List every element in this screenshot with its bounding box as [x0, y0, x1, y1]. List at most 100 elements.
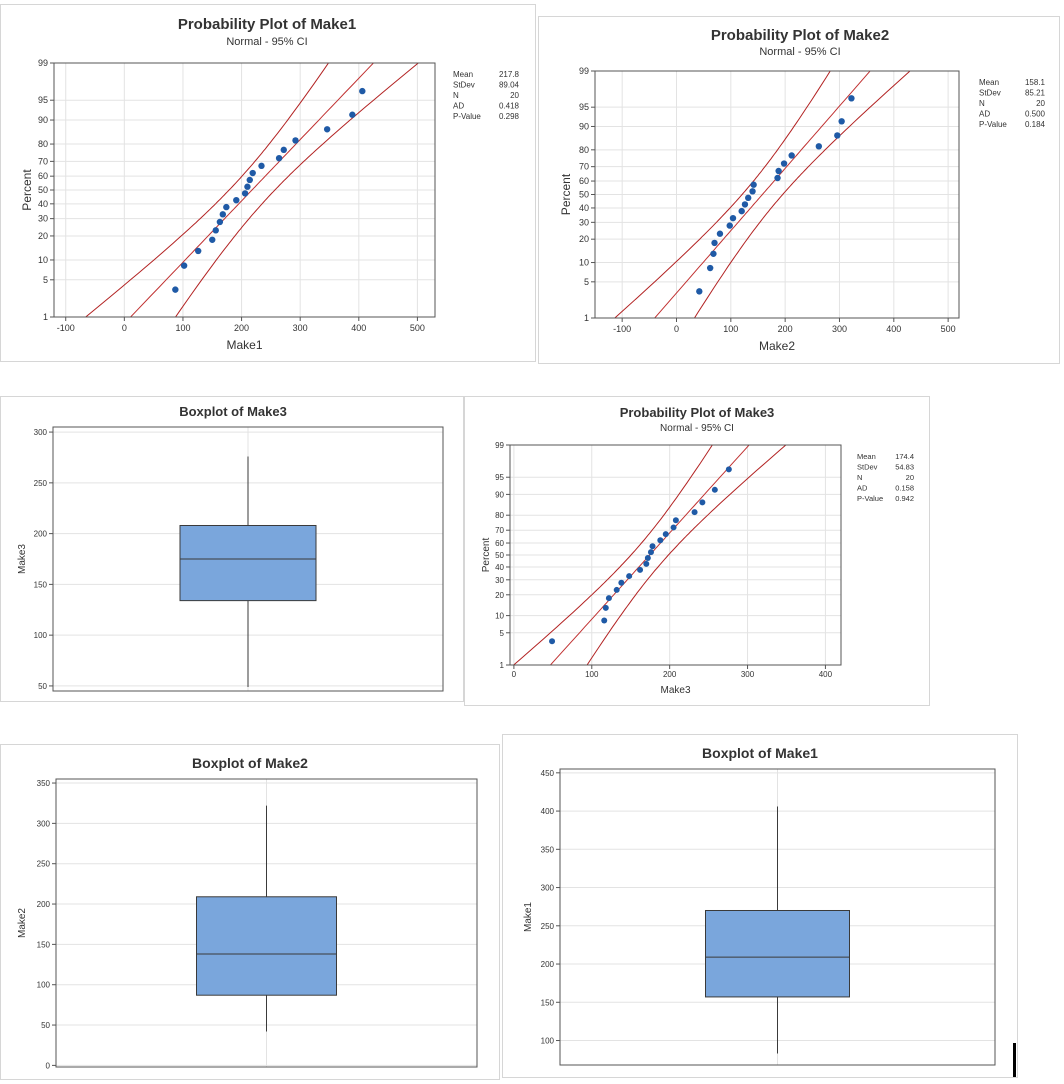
data-point	[775, 167, 782, 175]
x-tick-label: -100	[613, 324, 631, 334]
y-tick-label: 50	[38, 682, 47, 691]
y-tick-label: 1	[500, 661, 505, 670]
y-tick-label: 40	[38, 199, 48, 209]
y-tick-label: 450	[541, 769, 555, 778]
ci-lower-line	[512, 445, 713, 665]
data-point	[647, 549, 654, 556]
x-tick-label: 300	[293, 323, 308, 333]
stats-label: N	[979, 99, 985, 108]
y-axis-label: Make2	[17, 908, 28, 938]
data-point	[549, 638, 556, 645]
prob-plot-make3: Probability Plot of Make3 Normal - 95% CI…	[481, 405, 914, 696]
data-point	[726, 222, 733, 229]
plot-frame	[55, 778, 478, 1068]
data-point	[729, 214, 737, 222]
boxplot-make2-panel: Boxplot of Make2 0 50 100 150 200 250 300 350 Mak…	[0, 744, 500, 1080]
data-point	[644, 554, 651, 561]
stats-value: 174.4	[895, 452, 914, 461]
x-tick-label: 300	[741, 670, 755, 679]
fit-line	[129, 63, 375, 317]
data-point	[359, 87, 366, 95]
y-tick-label: 250	[37, 860, 51, 869]
data-point	[180, 262, 188, 269]
x-tick-label: 500	[941, 324, 956, 334]
plot-frame	[52, 426, 444, 692]
data-point	[244, 183, 251, 190]
data-point	[749, 188, 756, 195]
boxplot-make1: Boxplot of Make1 100 150 200 250 300 350 400 450…	[523, 745, 996, 1066]
fit-line	[654, 71, 871, 318]
data-point	[716, 230, 724, 237]
y-tick-label: 350	[37, 779, 51, 788]
data-point	[696, 288, 703, 295]
stats-value: 0.184	[1025, 120, 1046, 129]
x-tick-label: 400	[351, 323, 366, 333]
chart-title: Boxplot of Make3	[179, 404, 287, 419]
data-point	[691, 509, 698, 516]
data-point	[613, 586, 620, 593]
stats-label: P-Value	[453, 112, 481, 121]
stats-value: 20	[510, 91, 519, 100]
stats-label: Mean	[857, 452, 876, 461]
y-tick-label: 1	[43, 312, 48, 322]
data-point	[834, 132, 841, 139]
prob-plot-make1: Probability Plot of Make1 Normal - 95% CI…	[20, 16, 520, 352]
y-tick-label: 100	[37, 981, 51, 990]
y-axis-label: Percent	[20, 169, 34, 211]
y-tick-label: 99	[495, 441, 504, 450]
y-tick-label: 20	[495, 591, 504, 600]
stats-label: AD	[453, 102, 464, 111]
chart-title: Probability Plot of Make1	[178, 16, 356, 33]
data-point	[601, 617, 608, 624]
data-point	[223, 203, 230, 211]
data-point	[745, 194, 752, 202]
data-point	[626, 573, 633, 580]
stats-value: 0.158	[895, 484, 914, 493]
stats-value: 89.04	[499, 81, 520, 90]
data-point	[670, 524, 677, 531]
stats-label: StDev	[979, 89, 1001, 98]
y-tick-label: 70	[579, 162, 589, 172]
plot-frame	[53, 62, 436, 318]
y-axis-label: Percent	[481, 538, 492, 573]
y-tick-label: 10	[579, 258, 589, 268]
data-point	[649, 543, 656, 550]
y-tick-label: 350	[541, 845, 555, 854]
y-tick-label: 300	[541, 884, 555, 893]
data-point	[711, 239, 718, 247]
y-axis-label: Make1	[523, 902, 534, 932]
data-point	[209, 236, 216, 243]
x-tick-label: 200	[234, 323, 249, 333]
y-tick-label: 99	[579, 66, 589, 76]
data-point	[618, 579, 625, 586]
y-axis-label: Make3	[17, 544, 28, 574]
data-point	[672, 517, 679, 524]
y-tick-label: 200	[541, 960, 555, 969]
iqr-box	[196, 896, 337, 996]
boxplot-make3-panel: Boxplot of Make3 50 100 150 200 250 300 Make3	[0, 396, 464, 702]
x-tick-label: 100	[585, 670, 599, 679]
y-tick-label: 40	[579, 203, 589, 213]
data-point	[699, 499, 706, 506]
chart-title: Probability Plot of Make2	[711, 27, 889, 44]
data-point	[292, 137, 299, 144]
y-tick-label: 20	[38, 231, 48, 241]
y-tick-label: 100	[34, 631, 48, 640]
data-point	[706, 264, 714, 272]
y-tick-label: 5	[43, 275, 48, 285]
data-point	[172, 286, 179, 293]
data-point	[741, 201, 749, 208]
data-point	[280, 146, 287, 154]
y-tick-label: 200	[37, 900, 51, 909]
ci-upper-line	[586, 445, 787, 665]
data-point	[258, 162, 265, 170]
y-tick-label: 70	[38, 156, 48, 166]
boxplot-make2: Boxplot of Make2 0 50 100 150 200 250 300 350 Mak…	[17, 755, 478, 1070]
stats-value: 85.21	[1025, 89, 1046, 98]
x-tick-label: 300	[832, 324, 847, 334]
y-tick-label: 60	[495, 539, 504, 548]
x-tick-label: 500	[410, 323, 425, 333]
y-tick-label: 300	[34, 428, 48, 437]
x-tick-label: 0	[512, 670, 517, 679]
stats-value: 217.8	[499, 70, 520, 79]
